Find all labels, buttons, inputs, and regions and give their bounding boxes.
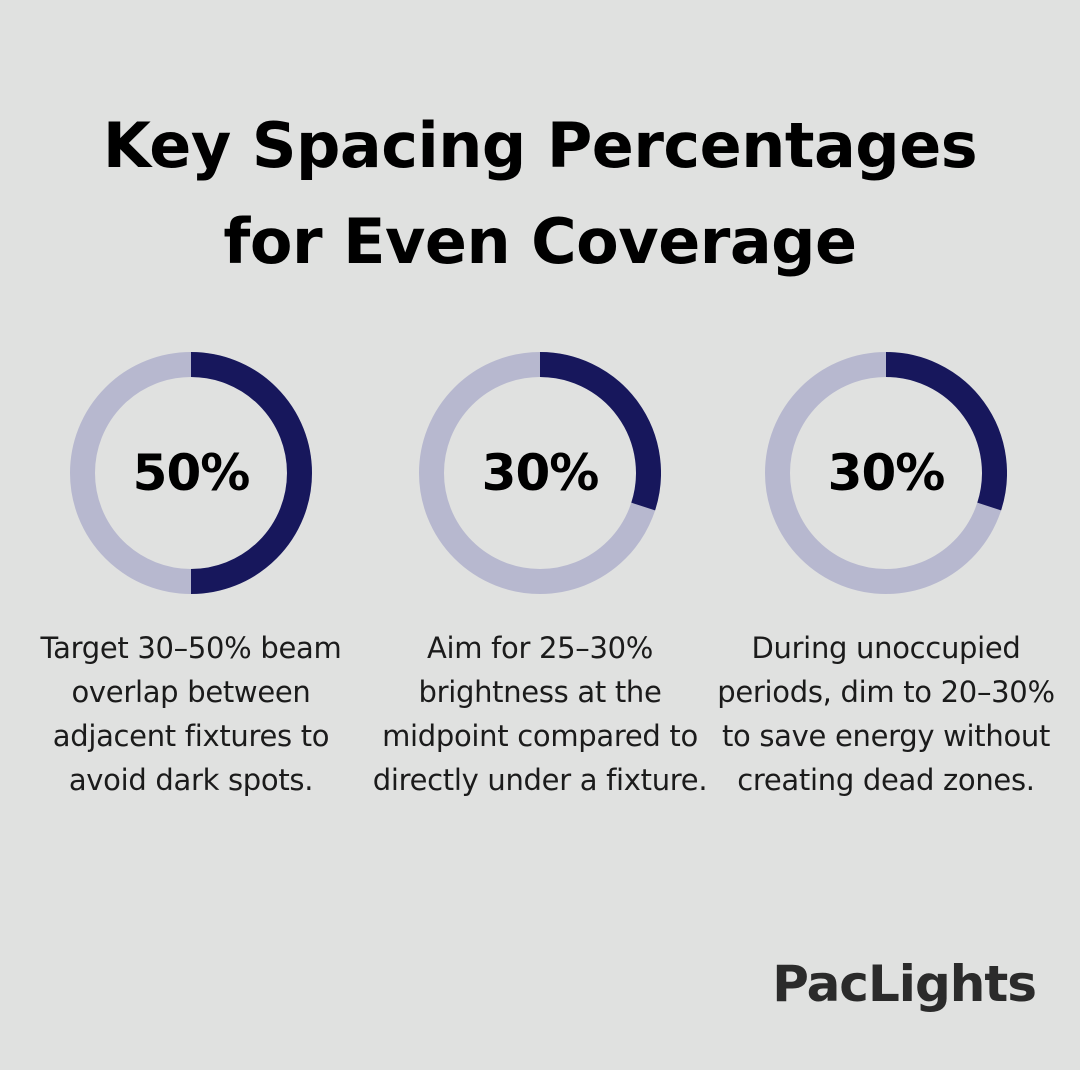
stat-value-3: 30% <box>827 444 946 502</box>
stat-description-2: Aim for 25–30% brightness at the midpoin… <box>372 631 708 797</box>
stat-description-1: Target 30–50% beam overlap between adjac… <box>40 631 342 797</box>
donut-svg-3 <box>765 352 1007 594</box>
paclights-logo: PacLights <box>772 955 1037 1013</box>
stat-value-1: 50% <box>132 444 251 502</box>
donut-svg-1 <box>70 352 312 594</box>
donut-arc-2 <box>539 352 661 511</box>
title-line-2: for Even Coverage <box>223 205 857 278</box>
donut-chart-1 <box>70 352 312 594</box>
stat-description-3: During unoccupied periods, dim to 20–30%… <box>717 631 1055 797</box>
stat-value-2: 30% <box>481 444 600 502</box>
donut-arc-3 <box>885 352 1007 511</box>
donut-arc-1 <box>190 352 312 594</box>
donut-svg-2 <box>419 352 661 594</box>
donut-chart-3 <box>765 352 1007 594</box>
page-title: Key Spacing Percentages for Even Coverag… <box>0 98 1080 290</box>
donut-chart-2 <box>419 352 661 594</box>
title-line-1: Key Spacing Percentages <box>102 109 978 182</box>
